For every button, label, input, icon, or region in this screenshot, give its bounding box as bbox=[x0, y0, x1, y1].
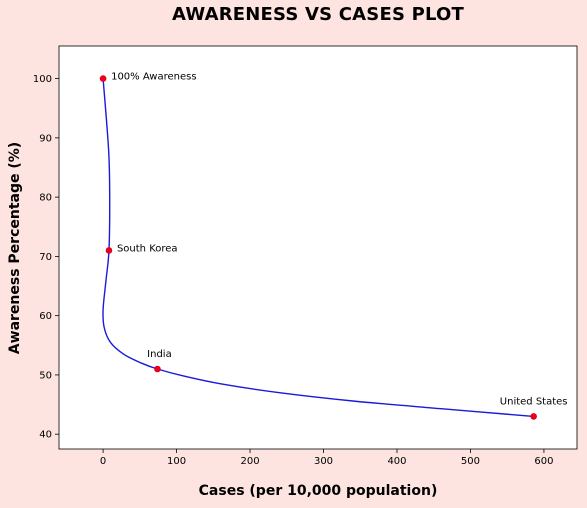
plot-frame bbox=[58, 45, 578, 450]
data-point-label: South Korea bbox=[117, 243, 178, 254]
y-tick-label: 60 bbox=[39, 311, 52, 322]
x-tick-label: 0 bbox=[100, 456, 106, 467]
y-tick-label: 40 bbox=[39, 430, 52, 441]
y-tick-label: 90 bbox=[39, 133, 52, 144]
x-tick-label: 100 bbox=[167, 456, 186, 467]
data-point-label: India bbox=[147, 349, 172, 360]
data-point-marker bbox=[105, 247, 113, 254]
data-point-marker bbox=[154, 365, 161, 373]
awareness-curve bbox=[102, 78, 534, 418]
data-point-label: 100% Awareness bbox=[111, 72, 196, 83]
x-tick-label: 500 bbox=[461, 456, 480, 467]
y-tick-label: 100 bbox=[33, 74, 52, 85]
data-point-marker bbox=[99, 75, 107, 82]
x-tick-label: 300 bbox=[314, 456, 333, 467]
data-point-marker bbox=[530, 413, 537, 420]
y-tick-label: 70 bbox=[39, 252, 52, 263]
plot-background bbox=[59, 46, 577, 449]
x-tick-label: 400 bbox=[387, 456, 406, 467]
x-tick-label: 200 bbox=[240, 456, 259, 467]
data-point-label: United States bbox=[500, 396, 568, 407]
x-tick-label: 600 bbox=[534, 456, 553, 467]
y-tick-label: 80 bbox=[39, 193, 52, 204]
chart-title: AWARENESS VS CASES PLOT bbox=[172, 4, 464, 25]
y-tick-label: 50 bbox=[39, 370, 52, 381]
x-axis-label: Cases (per 10,000 population) bbox=[198, 483, 438, 499]
